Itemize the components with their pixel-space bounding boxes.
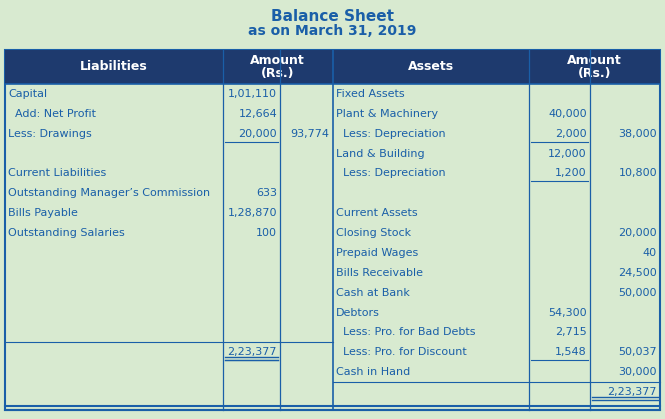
Bar: [529, 50, 660, 84]
Text: 12,664: 12,664: [238, 109, 277, 119]
Text: 12,000: 12,000: [548, 149, 587, 158]
Text: 2,23,377: 2,23,377: [608, 387, 657, 397]
Text: Land & Building: Land & Building: [336, 149, 424, 158]
Text: Plant & Machinery: Plant & Machinery: [336, 109, 438, 119]
Text: 24,500: 24,500: [618, 268, 657, 278]
Text: 20,000: 20,000: [239, 129, 277, 139]
Text: 40,000: 40,000: [548, 109, 587, 119]
Text: (Rs.): (Rs.): [261, 67, 295, 80]
Text: Balance Sheet: Balance Sheet: [271, 9, 394, 24]
Text: Capital: Capital: [8, 89, 47, 99]
Text: Amount: Amount: [567, 54, 622, 67]
Text: Bills Receivable: Bills Receivable: [336, 268, 422, 278]
Text: Less: Pro. for Bad Debts: Less: Pro. for Bad Debts: [336, 327, 475, 337]
Text: Amount: Amount: [250, 54, 305, 67]
Text: Closing Stock: Closing Stock: [336, 228, 410, 238]
Text: Less: Depreciation: Less: Depreciation: [336, 168, 445, 178]
Text: 50,000: 50,000: [618, 288, 657, 297]
Text: 20,000: 20,000: [618, 228, 657, 238]
Text: 100: 100: [256, 228, 277, 238]
Text: Less: Pro. for Discount: Less: Pro. for Discount: [336, 347, 466, 357]
Text: 633: 633: [256, 188, 277, 198]
Text: Less: Drawings: Less: Drawings: [8, 129, 92, 139]
Text: Debtors: Debtors: [336, 308, 379, 318]
Text: Bills Payable: Bills Payable: [8, 208, 78, 218]
Text: Cash at Bank: Cash at Bank: [336, 288, 410, 297]
Text: 2,715: 2,715: [555, 327, 587, 337]
Text: 10,800: 10,800: [618, 168, 657, 178]
Text: Cash in Hand: Cash in Hand: [336, 367, 410, 377]
Text: Outstanding Salaries: Outstanding Salaries: [8, 228, 125, 238]
Text: (Rs.): (Rs.): [578, 67, 611, 80]
Text: 54,300: 54,300: [548, 308, 587, 318]
Text: 30,000: 30,000: [618, 367, 657, 377]
Bar: [332, 50, 529, 84]
Text: Assets: Assets: [408, 60, 454, 73]
Text: Prepaid Wages: Prepaid Wages: [336, 248, 418, 258]
Bar: [5, 50, 223, 84]
Text: 93,774: 93,774: [291, 129, 329, 139]
Text: Less: Depreciation: Less: Depreciation: [336, 129, 445, 139]
Text: 40: 40: [643, 248, 657, 258]
Text: Current Liabilities: Current Liabilities: [8, 168, 106, 178]
Text: 1,01,110: 1,01,110: [228, 89, 277, 99]
Bar: [5, 50, 660, 410]
Text: as on March 31, 2019: as on March 31, 2019: [248, 24, 417, 38]
Text: 2,000: 2,000: [555, 129, 587, 139]
Bar: [223, 50, 332, 84]
Text: 2,23,377: 2,23,377: [227, 347, 277, 357]
Text: Add: Net Profit: Add: Net Profit: [8, 109, 96, 119]
Text: 1,200: 1,200: [555, 168, 587, 178]
Text: 50,037: 50,037: [618, 347, 657, 357]
Text: 38,000: 38,000: [618, 129, 657, 139]
Text: Liabilities: Liabilities: [80, 60, 148, 73]
Text: Fixed Assets: Fixed Assets: [336, 89, 404, 99]
Text: Current Assets: Current Assets: [336, 208, 417, 218]
Text: 1,548: 1,548: [555, 347, 587, 357]
Text: Outstanding Manager’s Commission: Outstanding Manager’s Commission: [8, 188, 210, 198]
Text: 1,28,870: 1,28,870: [227, 208, 277, 218]
